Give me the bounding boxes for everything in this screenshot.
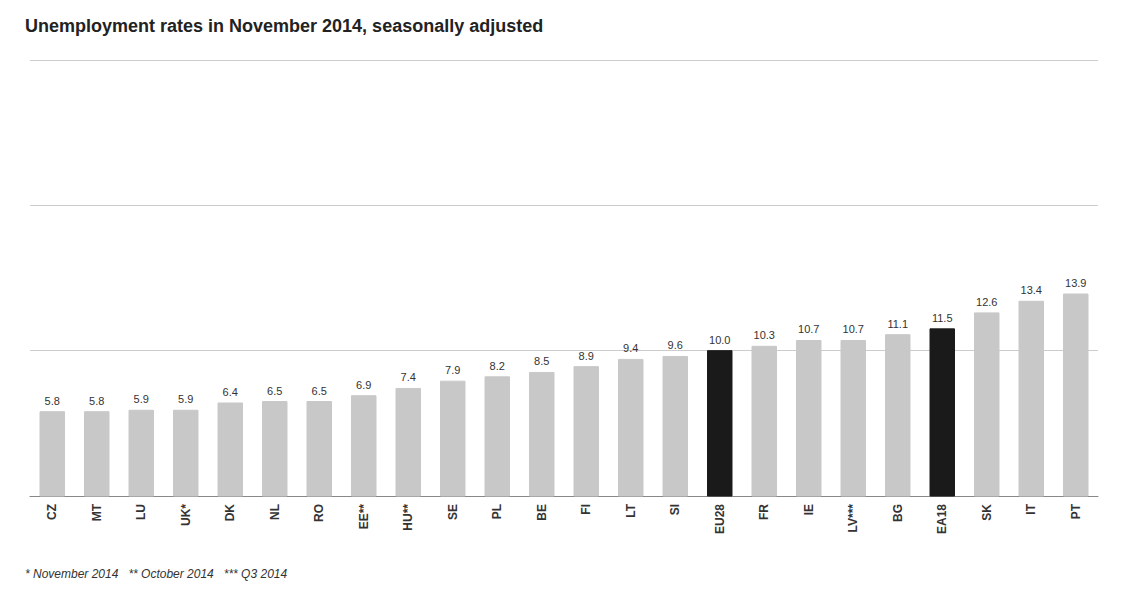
svg-text:SI: SI [668, 504, 682, 515]
svg-text:5.8: 5.8 [89, 395, 104, 407]
svg-text:9.4: 9.4 [623, 342, 638, 354]
svg-text:UK*: UK* [179, 504, 193, 526]
svg-text:Unemployment rates in November: Unemployment rates in November 2014, sea… [25, 16, 543, 36]
svg-text:12.6: 12.6 [976, 296, 997, 308]
svg-text:BG: BG [891, 504, 905, 522]
svg-text:5.8: 5.8 [45, 395, 60, 407]
svg-text:PT: PT [1069, 503, 1083, 519]
svg-text:NL: NL [268, 504, 282, 520]
svg-text:6.5: 6.5 [312, 385, 327, 397]
svg-text:8.2: 8.2 [490, 360, 505, 372]
svg-text:LU: LU [134, 504, 148, 520]
svg-text:13.9: 13.9 [1065, 277, 1086, 289]
svg-text:LT: LT [624, 503, 638, 517]
svg-text:EE**: EE** [357, 504, 371, 530]
svg-text:* November 2014 ** October 2: * November 2014 ** October 2014 *** Q3 2… [25, 567, 287, 581]
svg-text:HU**: HU** [401, 504, 415, 531]
svg-text:LV***: LV*** [846, 504, 860, 533]
svg-text:5.9: 5.9 [178, 393, 193, 405]
svg-text:CZ: CZ [45, 504, 59, 520]
svg-text:8.5: 8.5 [534, 355, 549, 367]
svg-text:DK: DK [223, 504, 237, 522]
svg-text:EA18: EA18 [935, 504, 949, 534]
svg-text:10.0: 10.0 [709, 334, 730, 346]
svg-text:13.4: 13.4 [1021, 284, 1042, 296]
svg-text:SK: SK [980, 504, 994, 521]
svg-text:PL: PL [490, 504, 504, 519]
svg-text:6.5: 6.5 [267, 385, 282, 397]
svg-text:11.5: 11.5 [932, 312, 953, 324]
svg-text:10.3: 10.3 [754, 329, 775, 341]
svg-text:11.1: 11.1 [887, 318, 908, 330]
svg-text:10.7: 10.7 [798, 323, 819, 335]
svg-text:5.9: 5.9 [134, 393, 149, 405]
svg-text:IE: IE [802, 504, 816, 515]
svg-text:RO: RO [312, 504, 326, 522]
svg-text:8.9: 8.9 [579, 350, 594, 362]
svg-text:10.7: 10.7 [843, 323, 864, 335]
svg-text:9.6: 9.6 [668, 339, 683, 351]
svg-text:FR: FR [757, 504, 771, 520]
svg-text:IT: IT [1024, 503, 1038, 514]
svg-text:MT: MT [90, 503, 104, 521]
svg-text:6.9: 6.9 [356, 379, 371, 391]
svg-text:7.4: 7.4 [401, 371, 416, 383]
svg-text:6.4: 6.4 [223, 386, 238, 398]
svg-text:FI: FI [579, 504, 593, 515]
svg-text:EU28: EU28 [713, 504, 727, 534]
svg-text:7.9: 7.9 [445, 364, 460, 376]
svg-text:SE: SE [446, 504, 460, 520]
svg-text:BE: BE [535, 504, 549, 521]
